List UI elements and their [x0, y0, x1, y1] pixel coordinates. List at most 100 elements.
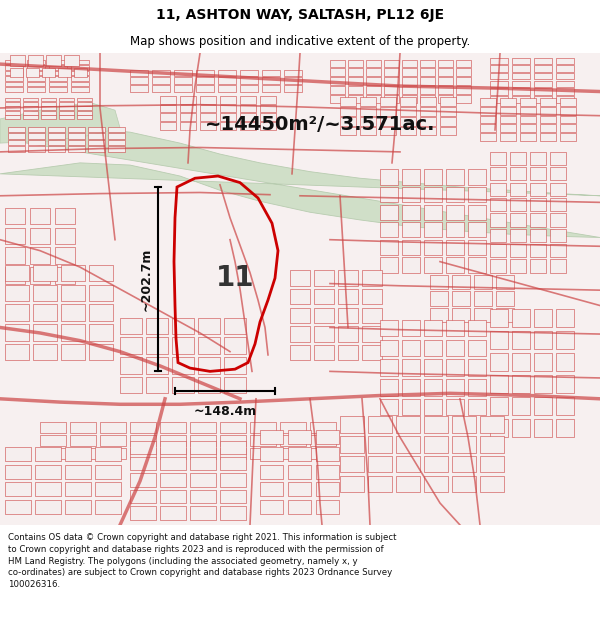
Bar — [424, 359, 442, 376]
Bar — [530, 244, 546, 258]
Bar — [368, 416, 392, 433]
Bar — [490, 244, 506, 258]
Bar — [70, 422, 96, 433]
Bar — [490, 309, 508, 328]
Bar — [198, 357, 220, 374]
Bar — [560, 116, 576, 123]
Bar — [556, 419, 574, 437]
Bar — [89, 324, 113, 341]
Bar — [452, 456, 476, 472]
Bar — [530, 213, 546, 226]
Bar — [402, 239, 420, 255]
Bar — [534, 309, 552, 328]
Bar — [30, 208, 50, 224]
Bar — [224, 318, 246, 334]
Bar — [284, 69, 302, 76]
Bar — [5, 208, 25, 224]
Bar — [420, 60, 435, 68]
Bar — [520, 98, 536, 106]
Bar — [190, 435, 216, 446]
Bar — [41, 106, 56, 110]
Bar — [560, 107, 576, 114]
Bar — [33, 324, 57, 341]
Bar — [59, 115, 74, 119]
Bar — [480, 133, 496, 141]
Bar — [8, 140, 25, 145]
Bar — [380, 320, 398, 336]
Bar — [446, 399, 464, 415]
Bar — [224, 377, 246, 393]
Bar — [220, 490, 246, 503]
Bar — [490, 259, 506, 272]
Bar — [348, 78, 363, 85]
Bar — [530, 198, 546, 211]
Bar — [550, 182, 566, 196]
Bar — [424, 339, 442, 356]
Bar — [402, 258, 420, 272]
Bar — [340, 456, 364, 472]
Bar — [420, 69, 435, 76]
Bar — [260, 96, 276, 104]
Bar — [180, 122, 196, 130]
Bar — [534, 331, 552, 349]
Bar — [480, 116, 496, 123]
Bar — [130, 473, 156, 487]
Bar — [368, 476, 392, 492]
Bar — [384, 86, 399, 94]
Bar — [362, 308, 382, 323]
Bar — [438, 60, 453, 68]
Bar — [71, 65, 89, 69]
Bar — [362, 289, 382, 304]
Bar — [200, 105, 216, 112]
Bar — [152, 85, 170, 91]
Bar — [446, 320, 464, 336]
Bar — [402, 78, 417, 85]
Bar — [77, 106, 92, 110]
Bar — [330, 60, 345, 68]
Bar — [540, 124, 556, 132]
Bar — [512, 88, 530, 95]
Bar — [500, 124, 516, 132]
Bar — [468, 399, 486, 415]
Bar — [440, 117, 456, 126]
Bar — [33, 344, 57, 361]
Bar — [384, 60, 399, 68]
Bar — [402, 187, 420, 202]
Bar — [500, 107, 516, 114]
Bar — [23, 102, 38, 106]
Bar — [262, 69, 280, 76]
Bar — [420, 97, 436, 106]
Bar — [23, 106, 38, 110]
Bar — [77, 98, 92, 101]
Bar — [480, 107, 496, 114]
Bar — [59, 98, 74, 101]
Bar — [40, 422, 66, 433]
Bar — [556, 331, 574, 349]
Bar — [452, 275, 470, 289]
Bar — [89, 344, 113, 361]
Bar — [402, 339, 420, 356]
Bar — [172, 318, 194, 334]
Bar — [510, 198, 526, 211]
Bar — [314, 326, 334, 342]
Bar — [160, 490, 186, 503]
Bar — [314, 308, 334, 323]
Bar — [402, 69, 417, 76]
Bar — [480, 456, 504, 472]
Bar — [510, 229, 526, 242]
Bar — [5, 102, 20, 106]
Bar — [420, 107, 436, 116]
Bar — [438, 95, 453, 102]
Bar — [396, 436, 420, 452]
Bar — [360, 97, 376, 106]
Bar — [550, 259, 566, 272]
Bar — [530, 259, 546, 272]
Bar — [220, 96, 236, 104]
Bar — [534, 58, 552, 64]
Bar — [556, 352, 574, 371]
Bar — [220, 105, 236, 112]
Bar — [190, 490, 216, 503]
Bar — [88, 127, 105, 132]
Bar — [380, 127, 396, 136]
Bar — [424, 436, 448, 452]
